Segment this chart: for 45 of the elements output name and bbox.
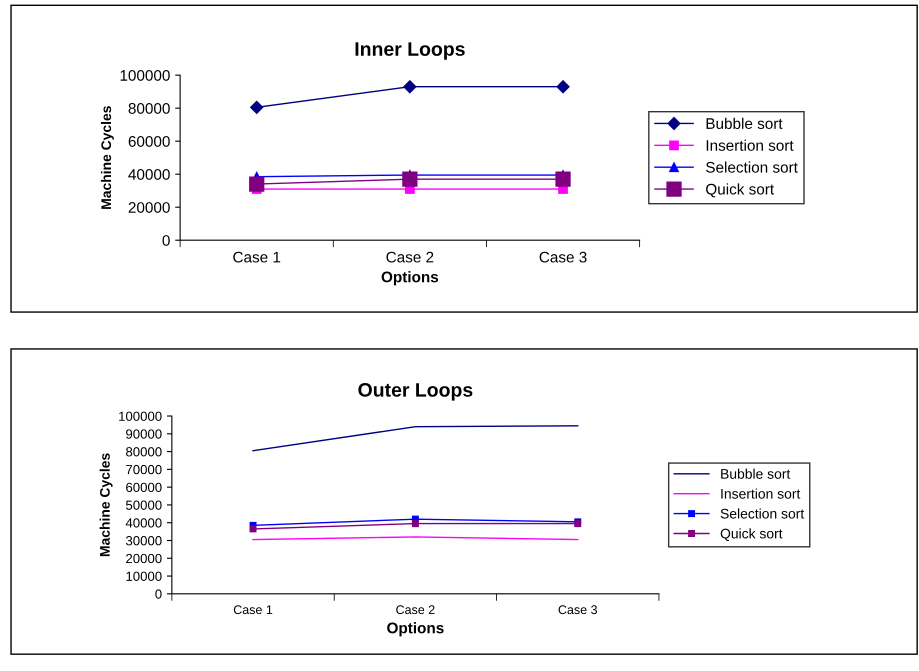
- point: [250, 525, 257, 532]
- y-tick-label: 30000: [126, 536, 162, 546]
- legend-label: Selection sort: [706, 162, 798, 173]
- legend-label: Selection sort: [720, 508, 804, 519]
- y-tick-label: 0: [155, 589, 162, 599]
- x-tick-label: Case 1: [233, 252, 280, 263]
- y-tick-label: 20000: [126, 554, 162, 564]
- legend-label: Quick sort: [706, 183, 774, 198]
- x-tick-label: Case 3: [558, 605, 597, 614]
- y-axis-title: Machine Cycles: [100, 453, 113, 556]
- x-tick-label: Case 1: [234, 605, 272, 614]
- y-tick-label: 70000: [126, 464, 162, 474]
- point: [555, 172, 571, 187]
- y-tick-label: 60000: [128, 136, 170, 147]
- legend-label: Bubble sort: [721, 468, 790, 479]
- y-tick-label: 50000: [126, 500, 162, 510]
- point: [556, 80, 570, 94]
- chart-title: Outer Loops: [358, 383, 472, 401]
- y-axis-title: Machine Cycles: [100, 106, 114, 209]
- y-tick-label: 20000: [128, 202, 170, 213]
- point: [403, 80, 416, 94]
- point: [402, 172, 418, 187]
- point: [412, 520, 419, 528]
- y-tick-label: 90000: [126, 429, 162, 439]
- chart-title: Inner Loops: [356, 42, 465, 60]
- legend-label: Insertion sort: [721, 488, 800, 499]
- y-tick-label: 0: [162, 235, 170, 246]
- x-tick-label: Case 2: [396, 605, 435, 614]
- legend-label: Insertion sort: [706, 140, 794, 151]
- x-axis-title: Options: [387, 622, 444, 636]
- y-tick-label: 60000: [126, 482, 162, 492]
- y-tick-label: 100000: [119, 412, 162, 421]
- legend-label: Quick sort: [720, 528, 782, 541]
- y-tick-label: 10000: [126, 572, 162, 581]
- y-tick-label: 80000: [126, 447, 162, 456]
- y-tick-label: 100000: [120, 70, 170, 81]
- y-tick-label: 40000: [126, 518, 162, 528]
- y-tick-label: 80000: [128, 103, 170, 114]
- legend-label: Bubble sort: [706, 118, 783, 129]
- point: [250, 100, 264, 114]
- x-tick-label: Case 3: [540, 252, 587, 263]
- y-tick-label: 40000: [128, 169, 170, 180]
- x-tick-label: Case 2: [386, 252, 434, 263]
- point: [249, 176, 264, 192]
- x-axis-title: Options: [382, 271, 438, 286]
